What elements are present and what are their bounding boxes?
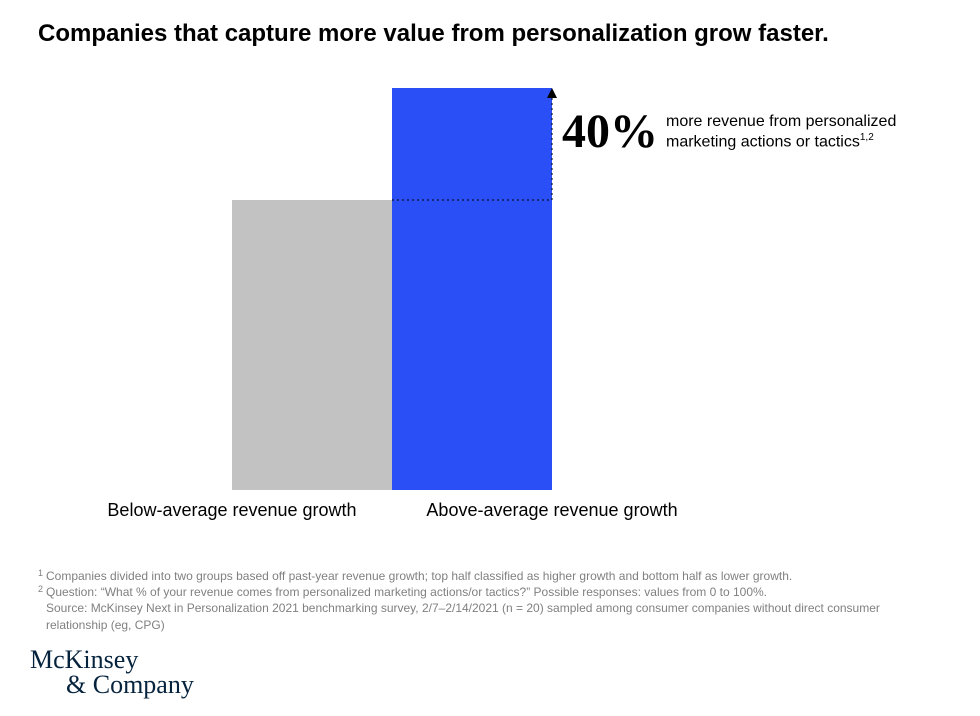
x-axis-labels: Below-average revenue growth Above-avera… <box>72 500 712 521</box>
footnote-2: 2 Question: “What % of your revenue come… <box>38 584 938 600</box>
stat-callout: 40% more revenue from personalized marke… <box>562 108 962 156</box>
footnote-source: Source: McKinsey Next in Personalization… <box>38 600 938 632</box>
logo-line2: & Company <box>30 673 194 698</box>
footnote-1-text: Companies divided into two groups based … <box>46 568 792 584</box>
footnotes: 1 Companies divided into two groups base… <box>38 568 938 633</box>
xlabel-below: Below-average revenue growth <box>72 500 392 521</box>
bar-below-average <box>232 200 392 490</box>
infographic-page: Companies that capture more value from p… <box>0 0 980 716</box>
footnote-2-text: Question: “What % of your revenue comes … <box>46 584 767 600</box>
stat-superscript: 1,2 <box>860 132 874 143</box>
footnote-2-sup: 2 <box>38 583 46 599</box>
stat-description: more revenue from personalized marketing… <box>666 112 962 152</box>
footnote-1-sup: 1 <box>38 567 46 583</box>
mckinsey-logo: McKinsey & Company <box>30 648 194 697</box>
stat-value: 40% <box>562 108 658 156</box>
page-title: Companies that capture more value from p… <box>38 20 829 48</box>
logo-line1: McKinsey <box>30 648 194 673</box>
footnote-1: 1 Companies divided into two groups base… <box>38 568 938 584</box>
callout-arrow <box>392 88 560 198</box>
xlabel-above: Above-average revenue growth <box>392 500 712 521</box>
